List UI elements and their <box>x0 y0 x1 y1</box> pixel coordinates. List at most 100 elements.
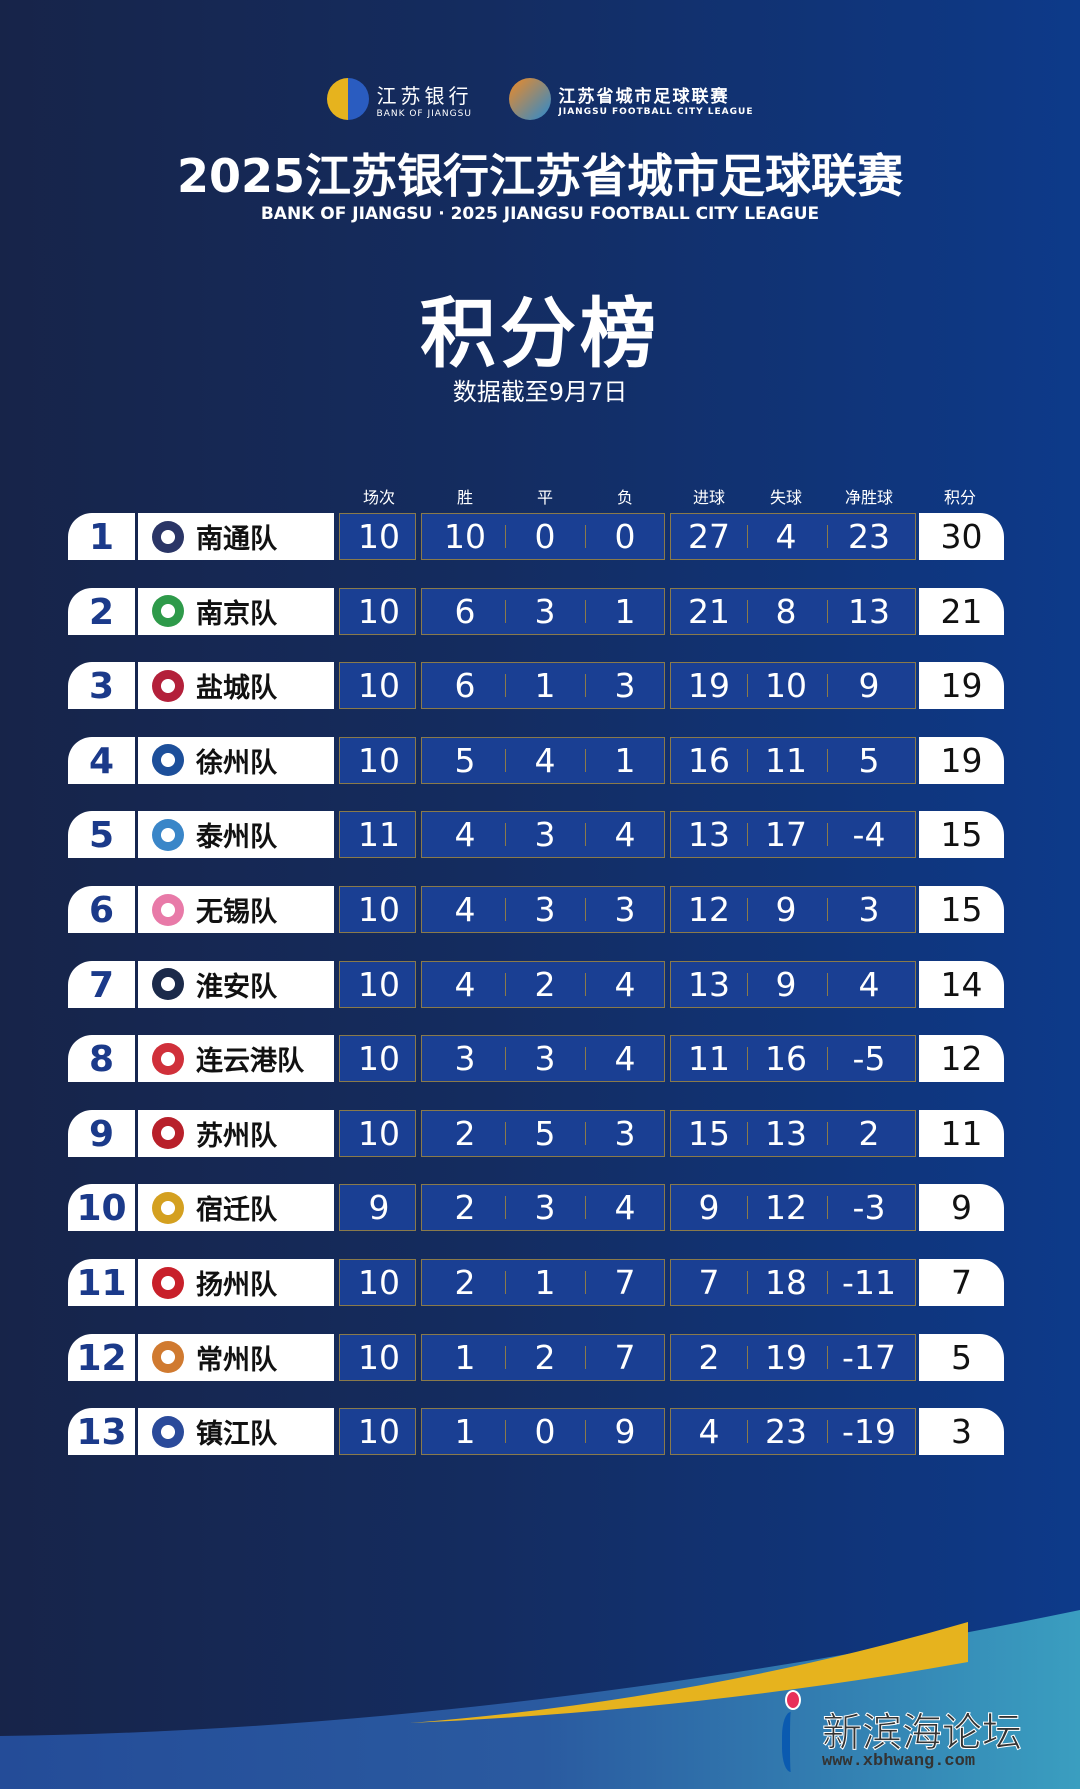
team-name: 无锡队 <box>196 897 277 928</box>
games-box <box>339 1259 416 1306</box>
stat-w: 10 <box>444 517 486 556</box>
rank: 12 <box>68 1333 135 1381</box>
team-cell: 镇江队 <box>138 1408 334 1456</box>
rank: 13 <box>68 1408 135 1456</box>
games-box <box>339 1184 416 1232</box>
stat-ga: 11 <box>765 740 807 780</box>
team-name: 连云港队 <box>196 1046 304 1078</box>
stat-gf: 13 <box>688 964 730 1004</box>
table-row: 1 南通队 10 10 0 0 27 4 23 30 <box>0 513 1080 560</box>
stat-p: 11 <box>358 815 400 855</box>
record-box <box>421 1408 665 1456</box>
rank: 6 <box>68 886 135 933</box>
stat-gd: 3 <box>858 890 880 929</box>
sponsor-logo-cn: 江苏银行 <box>376 83 473 108</box>
points: 19 <box>919 736 1004 784</box>
stat-gf: 19 <box>688 666 730 706</box>
footer-wave <box>0 1610 1080 1789</box>
league-logo: 江苏省城市足球联赛 JIANGSU FOOTBALL CITY LEAGUE <box>508 78 754 120</box>
rank: 3 <box>68 662 135 710</box>
points: 12 <box>919 1035 1004 1083</box>
table-row: 2 南京队 10 6 3 1 21 8 13 21 <box>0 587 1080 635</box>
table-row: 7 淮安队 10 4 2 4 13 9 4 14 <box>0 960 1080 1008</box>
stat-gd: 4 <box>858 964 880 1004</box>
points: 14 <box>919 960 1004 1008</box>
rank: 5 <box>68 811 135 859</box>
games-box <box>339 1408 416 1456</box>
record-box <box>421 811 665 859</box>
league-logo-en: JIANGSU FOOTBALL CITY LEAGUE <box>558 106 754 117</box>
table-row: 10 宿迁队 9 2 3 4 9 12 -3 9 <box>0 1184 1080 1232</box>
stat-l: 4 <box>614 1188 636 1228</box>
goals-box <box>670 1109 916 1157</box>
stat-gd: -4 <box>852 815 886 855</box>
stat-gf: 2 <box>698 1337 720 1377</box>
table-row: 11 扬州队 10 2 1 7 7 18 -11 7 <box>0 1259 1080 1306</box>
sponsor-logo: 江苏银行 BANK OF JIANGSU <box>326 78 473 120</box>
stat-p: 10 <box>358 1263 400 1302</box>
goals-box <box>670 811 916 859</box>
stat-gd: -3 <box>852 1188 886 1228</box>
record-box <box>421 662 665 710</box>
team-name: 盐城队 <box>196 673 277 705</box>
stat-p: 10 <box>358 666 400 706</box>
team-cell: 徐州队 <box>138 736 334 784</box>
team-cell: 盐城队 <box>138 662 334 710</box>
stat-gf: 16 <box>688 740 730 780</box>
stat-w: 4 <box>454 890 476 929</box>
stat-d: 3 <box>534 1039 556 1079</box>
rank: 7 <box>68 960 135 1008</box>
stat-p: 10 <box>358 1412 400 1452</box>
stat-p: 10 <box>358 591 400 631</box>
games-box <box>339 736 416 784</box>
goals-box <box>670 736 916 784</box>
team-badge-icon <box>152 1266 184 1299</box>
team-badge-icon <box>152 1042 184 1075</box>
games-box <box>339 1035 416 1083</box>
team-name: 淮安队 <box>196 971 277 1003</box>
team-cell: 扬州队 <box>138 1259 334 1306</box>
stat-gf: 9 <box>698 1188 720 1228</box>
team-name: 泰州队 <box>196 822 277 854</box>
stat-p: 10 <box>358 1113 400 1153</box>
column-header: 负 <box>616 488 634 507</box>
page-title: 2025江苏银行江苏省城市足球联赛 <box>176 149 904 203</box>
stat-gd: 13 <box>848 591 890 631</box>
goals-box <box>670 886 916 933</box>
points: 15 <box>919 886 1004 933</box>
stat-ga: 23 <box>765 1412 807 1452</box>
table-row: 6 无锡队 10 4 3 3 12 9 3 15 <box>0 886 1080 933</box>
rank: 10 <box>68 1184 135 1232</box>
goals-box <box>670 513 916 560</box>
stat-gd: -19 <box>842 1412 896 1452</box>
team-cell: 常州队 <box>138 1333 334 1381</box>
table-row: 5 泰州队 11 4 3 4 13 17 -4 15 <box>0 811 1080 859</box>
league-logo-cn: 江苏省城市足球联赛 <box>558 86 730 107</box>
league-logo-icon <box>508 78 551 120</box>
points: 9 <box>919 1184 1004 1232</box>
stat-w: 6 <box>454 591 476 631</box>
table-row: 3 盐城队 10 6 1 3 19 10 9 19 <box>0 662 1080 710</box>
column-header: 胜 <box>456 488 474 507</box>
rank: 11 <box>68 1259 135 1306</box>
team-cell: 连云港队 <box>138 1035 334 1083</box>
table-row: 12 常州队 10 1 2 7 2 19 -17 5 <box>0 1333 1080 1381</box>
stat-w: 4 <box>454 815 476 855</box>
rank: 8 <box>68 1035 135 1083</box>
stat-d: 5 <box>534 1113 556 1153</box>
record-box <box>421 960 665 1008</box>
stat-l: 9 <box>614 1412 636 1452</box>
stat-l: 3 <box>614 666 636 706</box>
team-cell: 淮安队 <box>138 960 334 1008</box>
stat-d: 2 <box>534 1337 556 1377</box>
points: 15 <box>919 811 1004 859</box>
stat-gd: -5 <box>852 1039 886 1079</box>
stat-p: 10 <box>358 890 400 929</box>
games-box <box>339 1333 416 1381</box>
team-name: 苏州队 <box>196 1120 277 1152</box>
column-header: 场次 <box>362 488 396 507</box>
stat-w: 4 <box>454 964 476 1004</box>
stat-gd: 23 <box>848 517 890 556</box>
stat-ga: 19 <box>765 1337 807 1377</box>
stat-p: 10 <box>358 964 400 1004</box>
